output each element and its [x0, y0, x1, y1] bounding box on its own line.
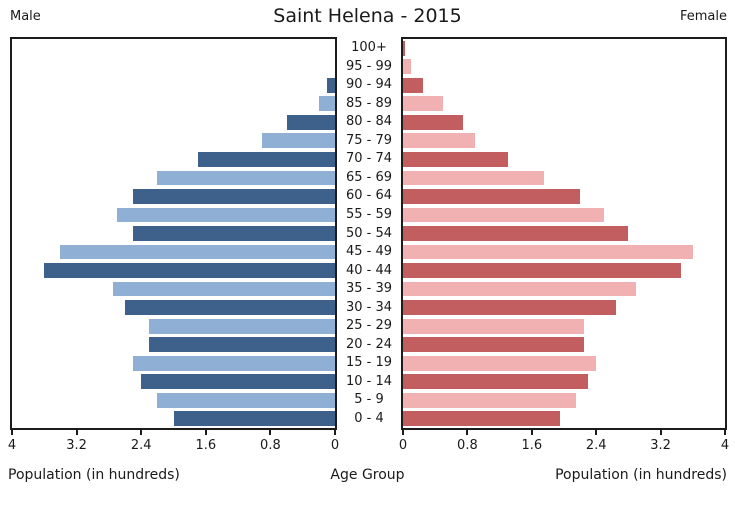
chart-title: Saint Helena - 2015	[273, 5, 462, 27]
male-axis-title: Population (in hundreds)	[8, 467, 180, 483]
male-bar-90-94	[326, 77, 335, 93]
female-bar-70-74	[403, 151, 508, 167]
female-bar-60-64	[403, 189, 581, 204]
male-bar-85-89	[318, 96, 335, 112]
female-bar-100+	[403, 40, 405, 56]
male-axis-tick-label-1.6: 1.6	[195, 438, 217, 453]
female-axis-tick-label-1.6: 1.6	[521, 438, 543, 453]
female-axis-tick-0.8	[466, 430, 469, 435]
male-axis-tick-label-2.4: 2.4	[130, 438, 152, 453]
age-group-label-45-49: 45 - 49	[345, 244, 393, 260]
female-axis-tick-2.4	[595, 430, 598, 435]
male-axis-tick-0.8	[269, 430, 272, 435]
male-axis-tick-0	[334, 430, 336, 435]
male-bar-60-64	[133, 189, 335, 204]
female-bar-45-49	[403, 244, 693, 260]
age-group-label-0-4: 0 - 4	[354, 410, 384, 426]
age-group-label-30-34: 30 - 34	[345, 299, 393, 315]
male-bar-30-34	[125, 300, 335, 315]
male-bar-50-54	[133, 226, 335, 241]
female-bar-30-34	[403, 300, 617, 315]
age-group-label-70-74: 70 - 74	[345, 151, 393, 167]
female-axis-tick-label-0: 0	[398, 438, 408, 453]
age-group-label-50-54: 50 - 54	[345, 225, 393, 241]
male-bar-65-69	[157, 170, 335, 186]
male-bar-70-74	[197, 151, 335, 167]
male-axis-tick-2.4	[140, 430, 143, 435]
female-bar-25-29	[403, 318, 585, 334]
male-bar-55-59	[116, 207, 335, 223]
age-group-label-55-59: 55 - 59	[345, 206, 393, 222]
female-axis-tick-label-2.4: 2.4	[585, 438, 607, 453]
age-group-label-40-44: 40 - 44	[345, 262, 393, 278]
age-group-label-80-84: 80 - 84	[345, 114, 393, 130]
male-axis-tick-4	[11, 430, 13, 435]
female-axis-tick-label-4: 4	[720, 438, 730, 453]
female-bar-65-69	[403, 170, 544, 186]
female-axis-tick-4	[724, 430, 726, 435]
age-group-axis-title: Age Group	[330, 467, 405, 483]
age-group-label-60-64: 60 - 64	[345, 188, 393, 204]
female-bar-35-39	[403, 281, 637, 297]
male-bar-5-9	[157, 392, 335, 408]
female-bar-85-89	[403, 96, 444, 112]
male-bar-0-4	[173, 411, 335, 427]
age-group-label-90-94: 90 - 94	[345, 77, 393, 93]
male-axis-tick-label-3.2: 3.2	[66, 438, 87, 453]
male-legend-label: Male	[10, 9, 41, 24]
female-bar-80-84	[403, 114, 464, 130]
age-group-label-85-89: 85 - 89	[345, 95, 393, 111]
male-bar-15-19	[133, 355, 335, 371]
female-axis-tick-0	[402, 430, 404, 435]
age-group-label-10-14: 10 - 14	[345, 373, 393, 389]
age-group-label-95-99: 95 - 99	[345, 58, 393, 74]
female-axis-title: Population (in hundreds)	[555, 467, 727, 483]
female-bar-15-19	[403, 355, 597, 371]
male-plot-area	[10, 37, 337, 430]
male-bar-45-49	[60, 244, 335, 260]
female-axis-tick-label-0.8: 0.8	[457, 438, 478, 453]
female-bar-10-14	[403, 374, 589, 390]
male-bar-20-24	[149, 337, 335, 353]
female-bar-75-79	[403, 133, 476, 149]
male-bar-35-39	[112, 281, 335, 297]
female-legend-label: Female	[679, 9, 727, 24]
female-plot-area	[401, 37, 727, 430]
female-axis-tick-label-3.2: 3.2	[650, 438, 671, 453]
age-group-label-15-19: 15 - 19	[345, 355, 393, 371]
female-axis-tick-3.2	[659, 430, 662, 435]
male-bar-10-14	[141, 374, 335, 390]
male-axis-tick-label-4: 4	[7, 438, 17, 453]
age-group-label-25-29: 25 - 29	[345, 318, 393, 334]
age-group-label-35-39: 35 - 39	[345, 281, 393, 297]
female-bar-0-4	[403, 411, 560, 427]
male-axis-tick-1.6	[204, 430, 207, 435]
female-bar-95-99	[403, 59, 412, 75]
age-group-label-20-24: 20 - 24	[345, 336, 393, 352]
age-group-label-100+: 100+	[351, 40, 387, 56]
age-group-label-65-69: 65 - 69	[345, 169, 393, 185]
female-bar-20-24	[403, 337, 585, 353]
male-axis-tick-label-0: 0	[330, 438, 340, 453]
male-axis-tick-label-0.8: 0.8	[260, 438, 281, 453]
age-group-label-75-79: 75 - 79	[345, 132, 393, 148]
male-bar-25-29	[149, 318, 335, 334]
female-bar-40-44	[403, 263, 681, 278]
male-bar-40-44	[44, 263, 335, 278]
female-bar-50-54	[403, 226, 629, 241]
male-bar-75-79	[262, 133, 335, 149]
male-bar-80-84	[286, 114, 335, 130]
female-bar-5-9	[403, 392, 577, 408]
age-group-axis: 100+ 95 - 99 90 - 94 85 - 89 80 - 84 75 - 79 7…	[337, 39, 401, 428]
female-bar-90-94	[403, 77, 424, 93]
female-axis-tick-1.6	[530, 430, 533, 435]
female-bar-55-59	[403, 207, 605, 223]
male-axis-tick-3.2	[75, 430, 78, 435]
age-group-label-5-9: 5 - 9	[354, 392, 384, 408]
